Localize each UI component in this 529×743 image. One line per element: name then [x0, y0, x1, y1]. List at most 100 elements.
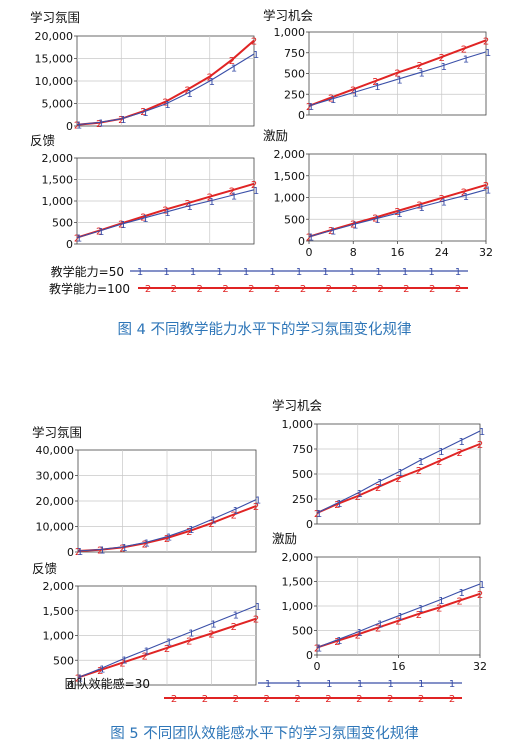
legend-marker-1: 1	[216, 267, 222, 278]
chart4-series2-line	[308, 183, 487, 238]
chart1-series2-marker: 2	[162, 98, 168, 109]
legend-marker-1: 1	[137, 267, 143, 278]
chart8-series2-marker: 2	[436, 603, 442, 614]
chart3-series1-marker: 1	[120, 220, 126, 231]
legend-label-1: 教学能力=50	[51, 264, 124, 279]
chart5-series2-marker: 2	[142, 539, 148, 550]
chart5-title: 学习氛围	[32, 425, 82, 440]
chart1-ytick-label: 10,000	[35, 75, 74, 88]
chart8-xtick-label: 16	[392, 660, 406, 673]
legend-marker-2: 2	[351, 284, 357, 295]
chart6-ytick-label: 500	[292, 468, 313, 481]
legend-marker-1: 1	[295, 679, 301, 690]
chart5-series1-marker: 1	[233, 506, 239, 517]
chart7-series1-marker: 1	[188, 629, 194, 640]
chart8-series2-marker: 2	[375, 624, 381, 635]
chart2-ytick-label: 250	[284, 88, 305, 101]
chart6-series1-line	[316, 430, 481, 514]
legend-marker-1: 1	[455, 267, 461, 278]
chart8-ytick-label: 1,500	[282, 576, 314, 589]
legend-marker-1: 1	[418, 679, 424, 690]
chart4-ytick-label: 2,000	[274, 148, 306, 161]
legend-marker-1: 1	[163, 267, 169, 278]
legend-marker-2: 2	[294, 694, 300, 705]
chart4-series1-marker: 1	[485, 186, 491, 197]
chart3-series1-marker: 1	[209, 197, 215, 208]
chart7-series2-marker: 2	[119, 659, 125, 670]
chart7-ytick-label: 1,500	[43, 605, 75, 618]
legend-marker-2: 2	[202, 694, 208, 705]
chart3-series1-marker: 1	[76, 234, 82, 245]
chart6-series2-marker: 2	[395, 474, 401, 485]
chart7-series1-marker: 1	[255, 602, 261, 613]
chart3-ytick-label: 2,000	[42, 152, 74, 165]
legend-label-1: 团队效能感=30	[65, 676, 150, 691]
chart5-series1-line	[77, 499, 257, 552]
chart4-series2-marker: 2	[461, 187, 467, 198]
chart1-series2-marker: 2	[118, 115, 124, 126]
chart8-ytick-label: 0	[306, 649, 313, 662]
legend-marker-2: 2	[233, 694, 239, 705]
chart3-series1-marker: 1	[186, 202, 192, 213]
chart5-series2-marker: 2	[164, 534, 170, 545]
chart4-ytick-label: 0	[298, 235, 305, 248]
chart5-series1-marker: 1	[121, 543, 127, 554]
chart6-ytick-label: 0	[306, 518, 313, 531]
legend-marker-2: 2	[171, 694, 177, 705]
chart6-series2-marker: 2	[334, 500, 340, 511]
legend-marker-1: 1	[449, 679, 455, 690]
chart5-ytick-label: 20,000	[36, 495, 75, 508]
chart3-series2-marker: 2	[184, 199, 190, 210]
legend-marker-2: 2	[326, 284, 332, 295]
legend-marker-2: 2	[403, 284, 409, 295]
chart5-ytick-label: 30,000	[36, 470, 75, 483]
chart7-series2-marker: 2	[231, 622, 237, 633]
chart5-series2-marker: 2	[119, 543, 125, 554]
chart2-series1-marker: 1	[441, 62, 447, 73]
chart5-series1-marker: 1	[99, 545, 105, 556]
legend-marker-1: 1	[190, 267, 196, 278]
chart1-series1-marker: 1	[120, 115, 126, 126]
chart4-series2-marker: 2	[350, 220, 356, 231]
chart7-series2-marker: 2	[97, 666, 103, 677]
chart2-title: 学习机会	[263, 8, 314, 23]
chart2-series2-line	[308, 39, 487, 107]
chart4-series1-line	[308, 189, 487, 238]
chart7-series1-marker: 1	[233, 611, 239, 622]
chart4-series2-marker: 2	[439, 194, 445, 205]
chart2-series2-marker: 2	[416, 61, 422, 72]
legend-marker-2: 2	[274, 284, 280, 295]
chart7-series1-line	[77, 605, 257, 679]
chart2-series1-marker: 1	[485, 48, 491, 59]
chart4-xtick-label: 8	[350, 246, 357, 259]
chart8-series1-marker: 1	[458, 588, 464, 599]
chart5-series2-marker: 2	[253, 502, 259, 513]
chart6-series1-marker: 1	[397, 468, 403, 479]
chart3-series2-marker: 2	[118, 219, 124, 230]
legend-marker-1: 1	[265, 679, 271, 690]
chart1-series2-marker: 2	[251, 37, 257, 48]
chart2-series2-marker: 2	[439, 53, 445, 64]
chart6-title: 学习机会	[272, 398, 323, 413]
chart3-ytick-label: 1,000	[42, 195, 74, 208]
chart4-series1-marker: 1	[418, 203, 424, 214]
chart5-series1-marker: 1	[255, 496, 261, 507]
chart8-series2-marker: 2	[314, 644, 320, 655]
chart2-series1-marker: 1	[352, 89, 358, 100]
legend-marker-2: 2	[248, 284, 254, 295]
chart4-series1-marker: 1	[396, 209, 402, 220]
chart7-series1-marker: 1	[77, 674, 83, 685]
chart2-series1-marker: 1	[330, 95, 336, 106]
chart8-series2-line	[316, 592, 481, 649]
chart8-xtick-label: 0	[314, 660, 321, 673]
chart4-ytick-label: 1,500	[274, 170, 306, 183]
legend-marker-2: 2	[171, 284, 177, 295]
legend-marker-2: 2	[449, 694, 455, 705]
chart1-series1-marker: 1	[253, 50, 259, 61]
chart6-series1-marker: 1	[479, 427, 485, 438]
chart7-series1-marker: 1	[210, 620, 216, 631]
chart1-series2-marker: 2	[74, 121, 80, 132]
chart6-series2-line	[316, 443, 481, 514]
chart8-series1-marker: 1	[418, 604, 424, 615]
chart2-series1-marker: 1	[308, 102, 314, 113]
